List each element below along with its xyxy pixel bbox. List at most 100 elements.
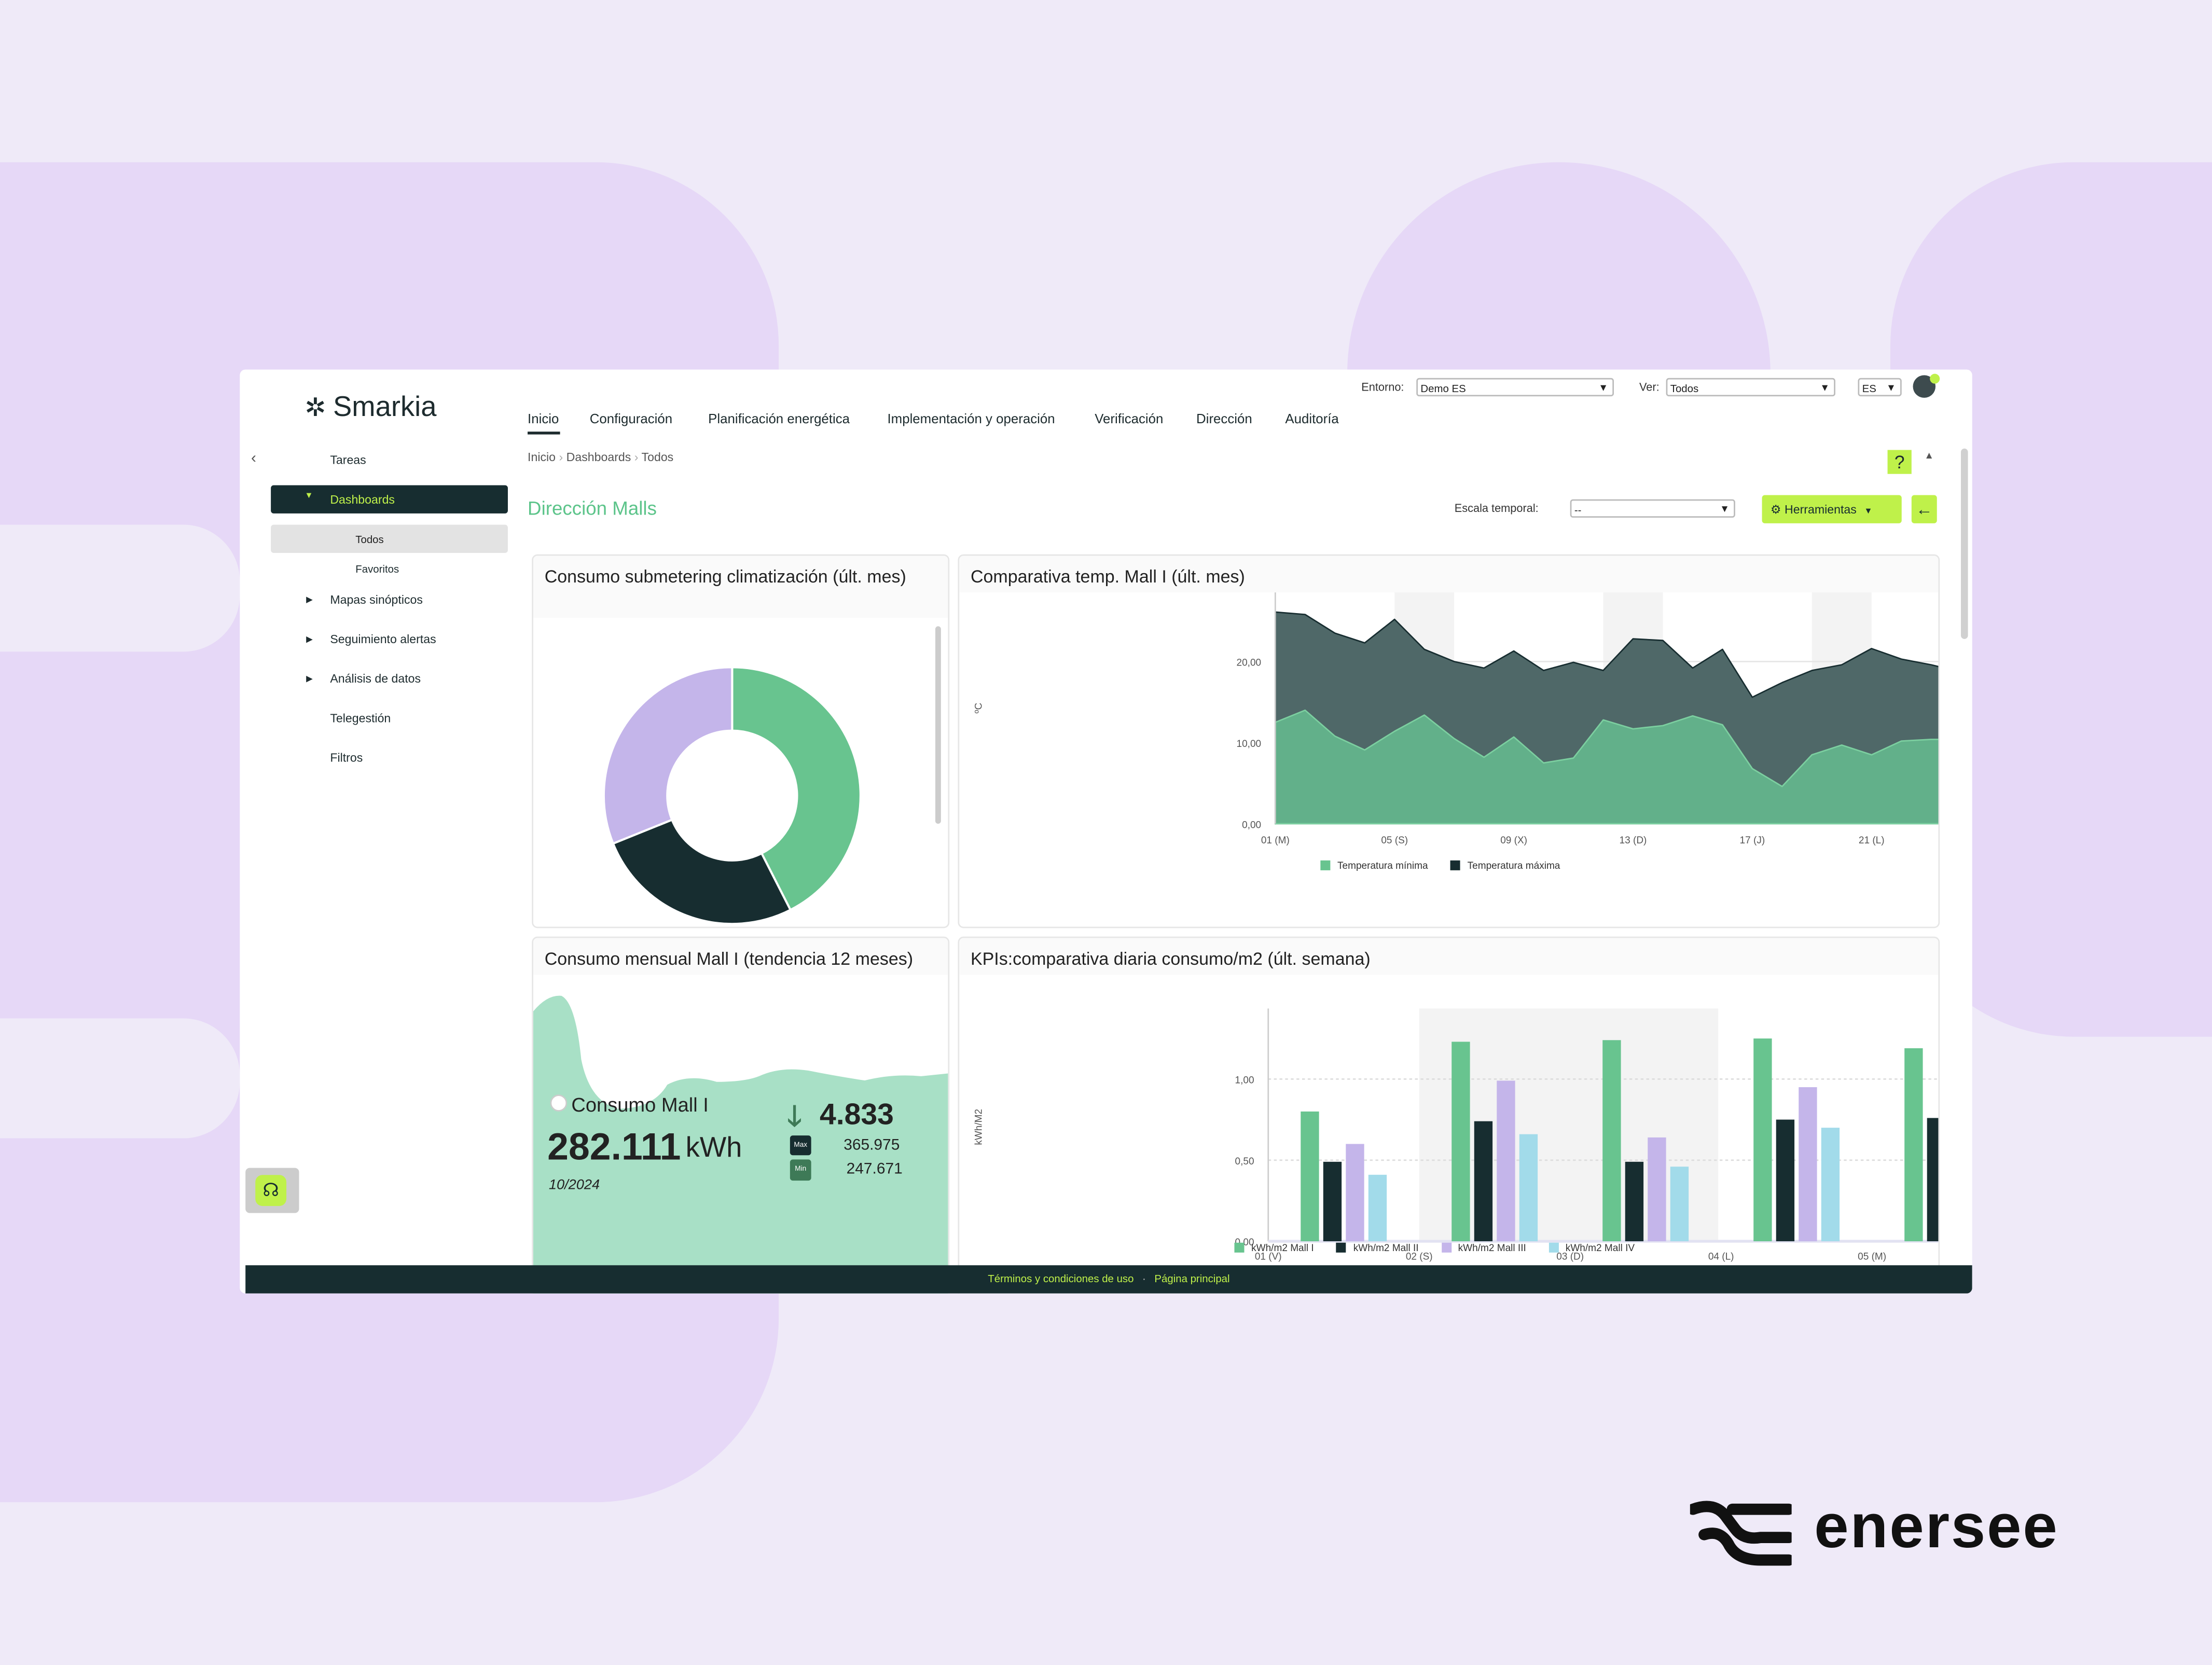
y-axis-label: ºC <box>974 703 985 714</box>
background-shape <box>0 524 240 652</box>
legend-item-mall-4[interactable]: kWh/m2 Mall IV <box>1549 1242 1635 1254</box>
sidebar-item-mapas[interactable]: Mapas sinópticos <box>330 592 423 607</box>
escala-select[interactable]: -- ▼ <box>1570 499 1735 518</box>
home-link[interactable]: Página principal <box>1154 1272 1230 1285</box>
y-tick-label: 10,00 <box>1237 739 1262 750</box>
sidebar-item-todos[interactable]: Todos <box>271 524 508 553</box>
temp-card: Comparativa temp. Mall I (últ. mes) 0,00… <box>958 554 1940 928</box>
chevron-down-icon: ▼ <box>1820 383 1830 394</box>
bar <box>1753 1038 1772 1242</box>
background-shape <box>0 1018 240 1139</box>
temp-chart: 0,00 10,00 20,00 ºC 01 (M) 05 (S) 09 (X) 13 (D)… <box>974 592 1939 846</box>
kpi-bar-chart: 01 (V)02 (S)03 (D)04 (L)05 (M)06 (X)0,00… <box>974 1008 1939 1262</box>
arrow-down-icon: 🡓 <box>787 1101 802 1133</box>
bar <box>1346 1144 1364 1242</box>
footer: Términos y condiciones de uso · Página p… <box>245 1265 1972 1294</box>
max-badge: Max <box>790 1135 811 1156</box>
enersee-wordmark: enersee <box>1814 1492 2059 1562</box>
sidebar-collapse-icon[interactable]: ‹ <box>251 450 257 467</box>
app-window: ✲ Smarkia Entorno: Demo ES ▼ Ver: Todos ▼ … <box>240 369 1972 1294</box>
chevron-down-icon: ▼ <box>1886 383 1896 394</box>
sidebar-item-seguimiento[interactable]: Seguimiento alertas <box>330 632 436 646</box>
nav-configuracion[interactable]: Configuración <box>589 412 673 427</box>
x-tick-label: 01 (V) <box>1255 1251 1282 1262</box>
legend-item-mall-2[interactable]: kWh/m2 Mall II <box>1336 1242 1419 1254</box>
x-tick-label: 17 (J) <box>1740 835 1765 846</box>
escala-value: -- <box>1574 503 1582 517</box>
ver-select[interactable]: Todos ▼ <box>1666 378 1835 397</box>
series-radio[interactable] <box>550 1094 568 1112</box>
bar <box>1451 1042 1470 1242</box>
breadcrumb-inicio[interactable]: Inicio <box>528 450 556 464</box>
monthly-period: 10/2024 <box>548 1177 600 1194</box>
sidebar-item-analisis[interactable]: Análisis de datos <box>330 671 421 686</box>
bar <box>1648 1137 1666 1242</box>
bar <box>1904 1048 1923 1242</box>
help-button[interactable]: ? <box>1887 450 1912 474</box>
donut-card: Consumo submetering climatización (últ. … <box>532 554 950 928</box>
bar <box>1323 1161 1342 1242</box>
change-value: 4.833 <box>819 1099 894 1131</box>
bar <box>1821 1128 1840 1242</box>
sidebar-item-label: Dashboards <box>330 492 395 507</box>
bar <box>1670 1167 1689 1242</box>
chevron-down-icon: ▼ <box>1720 505 1730 515</box>
x-tick-label: 01 (M) <box>1261 835 1290 846</box>
chevron-down-icon: ▼ <box>1598 383 1609 394</box>
sidebar-item-dashboards[interactable]: ▼ Dashboards <box>271 485 508 514</box>
nav-verificacion[interactable]: Verificación <box>1095 412 1164 427</box>
nav-implementacion[interactable]: Implementación y operación <box>887 412 1055 427</box>
bar <box>1497 1080 1515 1242</box>
page-scrollbar[interactable] <box>1960 448 1968 639</box>
terms-link[interactable]: Términos y condiciones de uso <box>988 1272 1134 1285</box>
y-tick-label: 20,00 <box>1237 658 1262 669</box>
x-tick-label: 13 (D) <box>1620 835 1647 846</box>
sidebar-item-tareas[interactable]: Tareas <box>330 452 366 467</box>
entorno-label: Entorno: <box>1361 381 1404 394</box>
temp-card-title: Comparativa temp. Mall I (últ. mes) <box>970 567 1245 587</box>
bar <box>1776 1119 1795 1242</box>
nav-direccion[interactable]: Dirección <box>1196 412 1252 427</box>
herramientas-button[interactable]: ⚙ Herramientas ▼ <box>1762 495 1902 523</box>
donut-card-title: Consumo submetering climatización (últ. … <box>544 567 906 587</box>
sidebar-item-filtros[interactable]: Filtros <box>330 750 363 765</box>
x-tick-label: 21 (L) <box>1859 835 1885 846</box>
monthly-trend-sparkline <box>533 995 948 1294</box>
chevron-down-icon: ▼ <box>1864 507 1873 517</box>
bar <box>1625 1161 1644 1242</box>
bar <box>1519 1134 1538 1242</box>
monthly-value: 282.111 <box>547 1126 681 1168</box>
entorno-select[interactable]: Demo ES ▼ <box>1416 378 1614 397</box>
kpi-card-title: KPIs:comparativa diaria consumo/m2 (últ.… <box>970 949 1371 969</box>
monthly-card: Consumo mensual Mall I (tendencia 12 mes… <box>532 936 950 1294</box>
breadcrumb-dashboards[interactable]: Dashboards <box>566 450 631 464</box>
bar <box>1474 1121 1493 1242</box>
smarkia-logo: ✲ Smarkia <box>305 392 436 425</box>
y-tick-label: 0,00 <box>1242 820 1261 830</box>
entorno-value: Demo ES <box>1420 382 1466 395</box>
language-value: ES <box>1862 382 1876 395</box>
sidebar-item-favoritos[interactable]: Favoritos <box>355 563 399 576</box>
back-button[interactable]: ← <box>1911 495 1937 523</box>
sidebar-item-telegestion[interactable]: Telegestión <box>330 711 391 725</box>
support-button[interactable]: ☊ <box>245 1168 299 1213</box>
card-scrollbar[interactable] <box>935 626 941 824</box>
language-select[interactable]: ES ▼ <box>1858 378 1902 397</box>
nav-inicio[interactable]: Inicio <box>528 412 559 427</box>
page-title: Dirección Malls <box>528 497 657 519</box>
min-badge: Min <box>790 1159 811 1181</box>
legend-item-mall-3[interactable]: kWh/m2 Mall III <box>1441 1242 1526 1254</box>
max-value: 365.975 <box>844 1136 900 1154</box>
ver-label: Ver: <box>1639 381 1660 394</box>
legend-item-max[interactable]: Temperatura máxima <box>1450 860 1560 872</box>
legend-item-min[interactable]: Temperatura mínima <box>1320 860 1428 872</box>
legend-item-mall-1[interactable]: kWh/m2 Mall I <box>1234 1242 1314 1254</box>
kpi-card: KPIs:comparativa diaria consumo/m2 (últ.… <box>958 936 1940 1294</box>
collapse-up-icon[interactable]: ▲ <box>1924 451 1934 462</box>
nav-planificacion[interactable]: Planificación energética <box>708 412 850 427</box>
nav-auditoria[interactable]: Auditoría <box>1285 412 1339 427</box>
bar <box>1799 1087 1817 1242</box>
temp-legend: Temperatura mínima Temperatura máxima <box>1320 860 1560 872</box>
x-tick-label: 04 (L) <box>1708 1251 1734 1262</box>
